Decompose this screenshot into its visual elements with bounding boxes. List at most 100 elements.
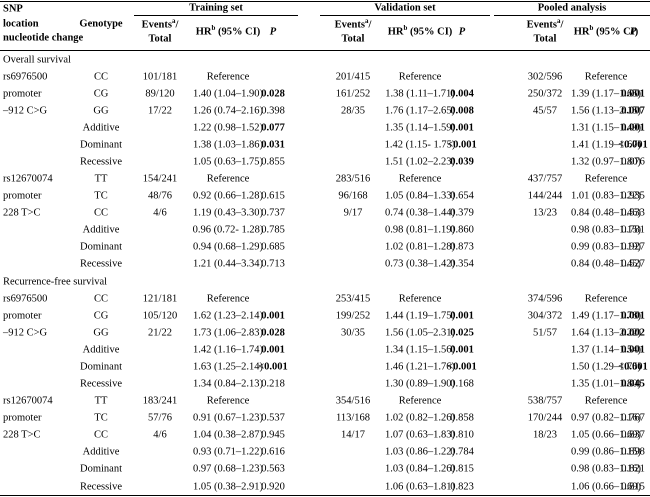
cell: 1.39 (1.17–1.65) bbox=[571, 88, 641, 100]
cell: TC bbox=[94, 190, 108, 202]
cell: 1.06 (0.63–1.81) bbox=[385, 481, 455, 492]
cell: 0.94 (0.68–1.29) bbox=[193, 241, 263, 253]
cell: Additive bbox=[82, 446, 120, 458]
cell: 354/516 bbox=[335, 395, 371, 407]
events-header: Eventsa/ bbox=[141, 17, 179, 32]
cell: Dominant bbox=[80, 241, 122, 253]
group-header: Pooled analysis bbox=[537, 2, 607, 14]
cell: 1.35 (1.01–1.80) bbox=[571, 378, 641, 390]
cell: 0.008 bbox=[450, 105, 474, 117]
cell: 0.737 bbox=[261, 207, 285, 219]
cell: Reference bbox=[584, 173, 628, 185]
snp-cell: –912 C>G bbox=[3, 327, 48, 339]
hr-rest: (95% CI) bbox=[215, 26, 261, 38]
cell: 0.97 (0.82–1.16) bbox=[571, 412, 641, 424]
cell: 0.98 (0.83–1.15) bbox=[571, 224, 641, 236]
cell: 199/252 bbox=[335, 310, 371, 322]
cell: TT bbox=[94, 395, 108, 407]
cell: 0.91 (0.67–1.23) bbox=[193, 412, 263, 424]
cell: 1.32 (0.97–1.80) bbox=[571, 156, 641, 168]
cell: 0.001 bbox=[621, 88, 645, 100]
cell: 0.537 bbox=[261, 412, 285, 424]
cell: Dominant bbox=[80, 463, 122, 475]
section-title: Overall survival bbox=[3, 54, 71, 65]
cell: 1.02 (0.82–1.26) bbox=[385, 412, 455, 424]
top-rule bbox=[0, 1, 650, 2]
events-sep: / bbox=[368, 19, 372, 31]
hr-label: HR bbox=[387, 26, 404, 38]
events-note: a bbox=[556, 17, 561, 25]
cell: 18/23 bbox=[533, 429, 557, 441]
snp-header: SNP bbox=[3, 3, 23, 15]
cell: 0.002 bbox=[621, 327, 645, 339]
cell: 0.815 bbox=[621, 481, 645, 492]
events-header: Eventsa/ bbox=[335, 17, 372, 32]
events-note: a bbox=[364, 17, 369, 25]
cell: CG bbox=[93, 310, 109, 322]
cell: 1.37 (1.14–1.54) bbox=[571, 344, 641, 356]
cell: 0.001 bbox=[261, 310, 285, 322]
cell: 1.03 (0.84–1.26) bbox=[385, 463, 455, 475]
header-rule bbox=[0, 50, 650, 51]
cell: 0.92 (0.66–1.28) bbox=[193, 190, 263, 202]
cell: 302/596 bbox=[527, 71, 563, 83]
cell: 1.49 (1.17–1.78) bbox=[571, 310, 641, 322]
cell: Reference bbox=[206, 173, 250, 185]
cell: 1.31 (1.15–1.49) bbox=[571, 122, 641, 134]
cell: 0.74 (0.38–1.44) bbox=[385, 207, 455, 219]
cell: 0.785 bbox=[261, 224, 285, 236]
cell: 0.767 bbox=[621, 412, 645, 424]
cell: 30/35 bbox=[341, 327, 365, 339]
cell: 1.04 (0.38–2.87) bbox=[193, 429, 263, 441]
cell: 0.077 bbox=[261, 122, 285, 134]
cell: 14/17 bbox=[341, 429, 365, 441]
cell: Reference bbox=[584, 395, 628, 407]
cell: 1.56 (1.05–2.31) bbox=[385, 327, 455, 339]
cell: 0.398 bbox=[261, 105, 285, 117]
snp-header: nucleotide change bbox=[3, 32, 84, 44]
cell: 0.873 bbox=[450, 241, 474, 253]
cell: 304/372 bbox=[527, 310, 563, 322]
cell: 0.168 bbox=[450, 378, 474, 390]
cell: 170/244 bbox=[527, 412, 563, 424]
cell: CC bbox=[93, 293, 109, 305]
cell: 0.039 bbox=[450, 156, 474, 168]
hr-header: HRb (95% CI) bbox=[574, 25, 639, 39]
cell: 1.22 (0.98–1.52) bbox=[193, 122, 263, 134]
section-title: Recurrence-free survival bbox=[3, 276, 108, 288]
cell: Reference bbox=[206, 71, 250, 83]
snp-cell: rs6976500 bbox=[3, 71, 48, 83]
cell: 0.001 bbox=[450, 122, 474, 134]
cell: 1.42 (1.16–1.74) bbox=[193, 344, 263, 356]
cell: 1.64 (1.13–2.22) bbox=[571, 327, 641, 339]
cell: 1.02 (0.81–1.28) bbox=[385, 241, 455, 253]
cell: 0.615 bbox=[261, 190, 285, 202]
cell: CC bbox=[93, 429, 109, 441]
cell: 17/22 bbox=[148, 105, 172, 117]
cell: 374/596 bbox=[527, 293, 563, 305]
cell: 0.823 bbox=[450, 481, 474, 492]
events-label: Events bbox=[141, 19, 172, 31]
events-note: a bbox=[171, 17, 176, 25]
cell: 0.97 (0.68–1.23) bbox=[193, 463, 263, 475]
cell: 51/57 bbox=[533, 327, 557, 339]
cell: 0.935 bbox=[621, 190, 645, 202]
snp-cell: promoter bbox=[3, 412, 42, 424]
snp-cell: 228 T>C bbox=[3, 207, 41, 219]
cell: 1.34 (0.84–2.13) bbox=[193, 378, 263, 390]
cell: 4/6 bbox=[153, 429, 167, 441]
p-header: P bbox=[269, 26, 277, 38]
snp-cell: promoter bbox=[3, 190, 42, 202]
cell: 0.821 bbox=[621, 463, 645, 475]
cell: 1.34 (1.15–1.56) bbox=[385, 344, 455, 356]
cell: Additive bbox=[82, 122, 120, 134]
cell: 1.26 (0.74–2.16) bbox=[193, 105, 263, 117]
cell: 1.21 (0.44–3.34) bbox=[193, 258, 263, 270]
cell: 45/57 bbox=[533, 105, 557, 117]
snp-header: location bbox=[3, 18, 39, 29]
total-header: Total bbox=[533, 33, 557, 45]
cell: <0.001 bbox=[618, 361, 648, 373]
cell: 0.713 bbox=[261, 258, 285, 270]
bottom-rule bbox=[0, 495, 650, 496]
cell: 48/76 bbox=[148, 190, 172, 202]
